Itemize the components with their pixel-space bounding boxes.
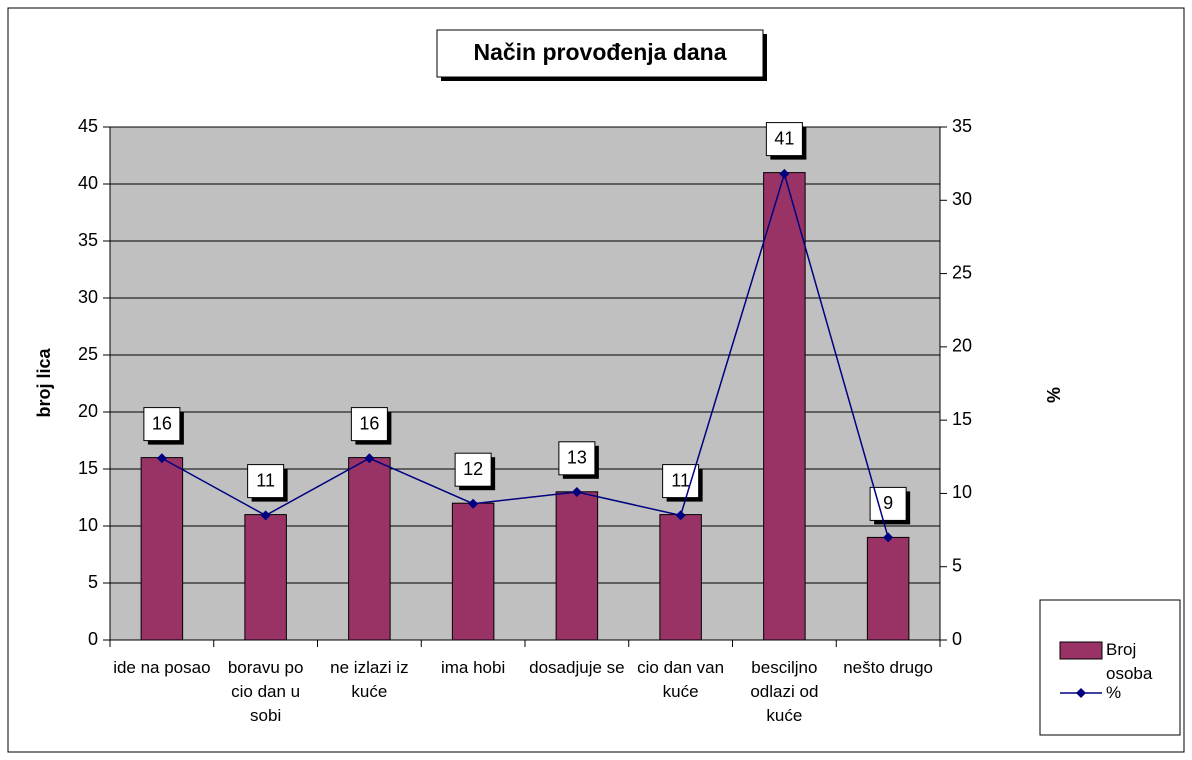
y-tick-label: 10 <box>78 515 98 535</box>
data-label-box <box>247 464 285 499</box>
y-tick-label: 0 <box>88 629 98 649</box>
x-tick-label: cio dan van kuće <box>637 658 725 701</box>
data-label: 13 <box>567 448 587 468</box>
data-label: 16 <box>359 413 379 433</box>
y2-tick-label: 20 <box>952 336 972 356</box>
title-box <box>436 29 764 78</box>
data-label: 41 <box>774 128 794 148</box>
data-label: 9 <box>883 493 893 513</box>
legend-label: Broj osoba <box>1106 640 1153 683</box>
x-tick-label: ima hobi <box>440 658 506 677</box>
x-tick-label: besciljno odlazi od kuće <box>750 658 819 725</box>
data-label: 12 <box>463 459 483 479</box>
bar <box>555 491 599 641</box>
y2-tick-label: 25 <box>952 262 972 282</box>
bar <box>348 457 391 641</box>
line-marker <box>468 498 479 509</box>
x-tick-label: ne izlazi iz kuće <box>330 658 409 701</box>
y-tick-label: 20 <box>78 401 98 421</box>
bar <box>451 502 495 641</box>
data-label-box <box>662 464 700 499</box>
legend-swatch <box>1059 641 1103 660</box>
y2-tick-label: 30 <box>952 189 972 209</box>
data-label-box <box>350 407 388 442</box>
x-tick-label: boravu po cio dan u sobi <box>227 658 304 725</box>
y-axis-label: broj lica <box>34 348 54 418</box>
data-label: 11 <box>671 470 690 490</box>
y2-axis-label: % <box>1044 387 1064 403</box>
y2-tick-label: 0 <box>952 629 962 649</box>
data-label-box <box>765 122 803 157</box>
line-marker <box>779 168 790 179</box>
x-tick-label: nešto drugo <box>843 658 934 677</box>
data-label: 16 <box>152 413 172 433</box>
plot-area <box>109 126 941 641</box>
bar <box>244 514 287 641</box>
legend-label: % <box>1106 683 1122 702</box>
line-marker <box>883 532 894 543</box>
y2-tick-label: 5 <box>952 555 962 575</box>
line-marker <box>675 510 686 521</box>
line-marker <box>156 453 167 464</box>
data-label: 11 <box>256 470 275 490</box>
y-tick-label: 30 <box>78 287 98 307</box>
y2-tick-label: 35 <box>952 116 972 136</box>
bar <box>866 536 910 641</box>
x-tick-label: ide na posao <box>113 658 211 677</box>
data-label-box <box>454 452 492 487</box>
legend-marker <box>1076 688 1086 698</box>
line-marker <box>571 486 582 497</box>
y-tick-label: 35 <box>78 230 98 250</box>
y-tick-label: 45 <box>78 116 98 136</box>
bar <box>140 457 184 641</box>
y-tick-label: 40 <box>78 173 98 193</box>
line <box>161 171 889 538</box>
y-tick-label: 15 <box>78 458 98 478</box>
y2-tick-label: 10 <box>952 482 972 502</box>
bar <box>763 172 806 641</box>
chart-title: Način provođenja dana <box>473 39 726 65</box>
legend-box <box>1039 599 1181 736</box>
bar <box>659 514 702 641</box>
y-tick-label: 25 <box>78 344 98 364</box>
x-tick-label: dosadjuje se <box>529 658 625 677</box>
y-tick-label: 5 <box>88 572 98 592</box>
data-label-box <box>143 407 181 442</box>
data-label-box <box>558 441 596 476</box>
line-marker <box>260 510 271 521</box>
line-marker <box>364 453 375 464</box>
y2-tick-label: 15 <box>952 409 972 429</box>
